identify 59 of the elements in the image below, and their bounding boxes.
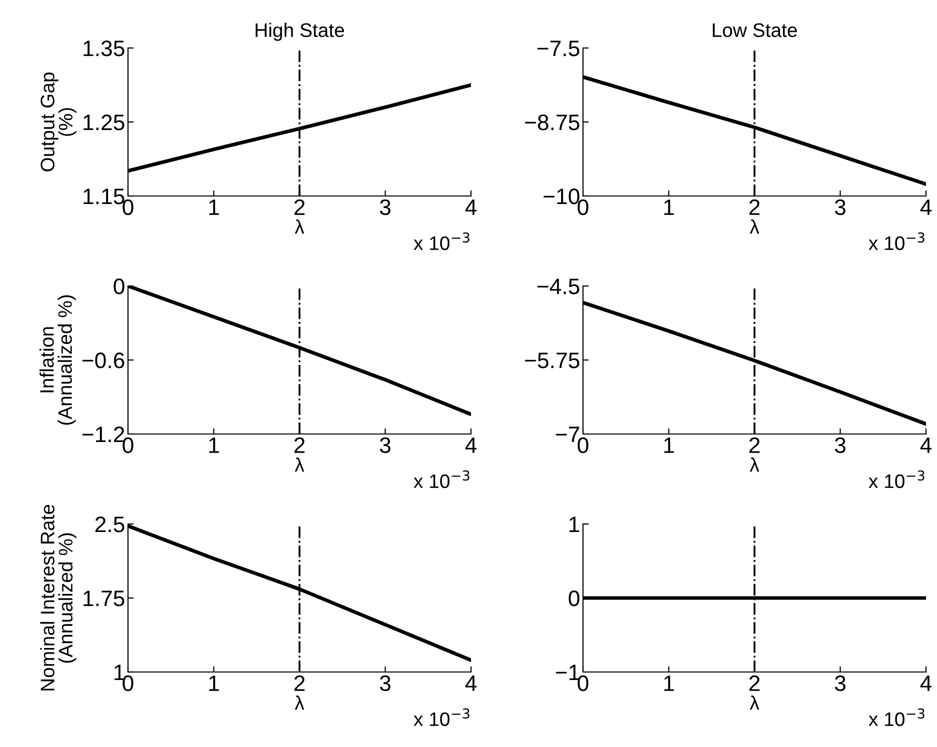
y-axis-title: Inflation (Annualized %)	[40, 295, 76, 425]
x-tick-label: 2	[749, 675, 760, 691]
text: x 10$^{−3}$	[868, 232, 924, 250]
x-axis-title: λ	[750, 457, 760, 472]
x-axis-title: λ	[294, 219, 304, 234]
x-tick-label: 4	[465, 438, 477, 453]
x-tick-label: 3	[380, 199, 390, 216]
x-tick-label: 3	[834, 199, 846, 216]
x-tick-label: 4	[920, 200, 932, 215]
x-tick-label: 3	[834, 437, 846, 454]
y-tick-label: 1.15	[84, 188, 124, 204]
x-tick-label: 4	[465, 676, 477, 691]
text: x 10$^{−3}$	[868, 708, 924, 726]
x-tick-label: 2	[749, 437, 760, 453]
chart-title: Low State	[712, 23, 797, 38]
y-tick-label: 2.5	[95, 516, 124, 532]
text: x 10$^{−3}$	[414, 232, 470, 250]
x-tick-label: 1	[664, 200, 674, 215]
x-tick-label: 2	[294, 199, 305, 215]
y-tick-label: −4.5	[537, 278, 580, 294]
y-tick-label: 1.75	[84, 590, 124, 606]
y-axis-title: Nominal Interest Rate (Annualized %)	[40, 504, 76, 690]
y-tick-label: −7	[556, 426, 580, 442]
y-tick-label: −10	[544, 188, 580, 204]
y-tick-label: −5.75	[525, 352, 580, 368]
x-axis-title: λ	[750, 695, 760, 710]
y-axis-title: Output Gap (%)	[40, 72, 76, 172]
y-tick-label: −8.75	[525, 114, 580, 130]
y-tick-label: −0.6	[82, 352, 124, 368]
x-tick-label: 2	[749, 199, 760, 215]
x-tick-label: 1	[664, 438, 674, 453]
x-axis-title: λ	[750, 219, 760, 234]
y-tick-label: −7.5	[537, 40, 580, 56]
x-tick-label: 3	[380, 675, 390, 692]
y-tick-label: 1.35	[84, 40, 124, 56]
y-tick-label: 1	[114, 664, 124, 680]
text: x 10$^{−3}$	[868, 470, 924, 488]
chart-title: High State	[256, 22, 344, 41]
y-tick-label: 1.25	[84, 114, 124, 130]
y-tick-label: −1.2	[82, 426, 124, 442]
y-tick-label: 1	[570, 516, 580, 532]
y-tick-label: −1	[556, 664, 580, 680]
y-tick-label: 0	[114, 278, 124, 294]
x-tick-label: 1	[664, 676, 674, 691]
x-tick-label: 1	[209, 676, 219, 691]
x-tick-label: 1	[209, 200, 219, 215]
x-tick-label: 4	[465, 200, 477, 215]
x-tick-label: 4	[920, 676, 932, 691]
x-axis-title: λ	[294, 695, 304, 710]
text: x 10$^{−3}$	[414, 708, 470, 726]
x-tick-label: 3	[834, 675, 846, 692]
y-tick-label: 0	[568, 590, 580, 606]
x-tick-label: 2	[294, 437, 305, 453]
x-axis-title: λ	[294, 457, 304, 472]
x-tick-label: 3	[380, 437, 390, 454]
text: x 10$^{−3}$	[414, 470, 470, 488]
x-tick-label: 1	[209, 438, 219, 453]
x-tick-label: 2	[294, 675, 305, 691]
x-tick-label: 4	[920, 438, 932, 453]
